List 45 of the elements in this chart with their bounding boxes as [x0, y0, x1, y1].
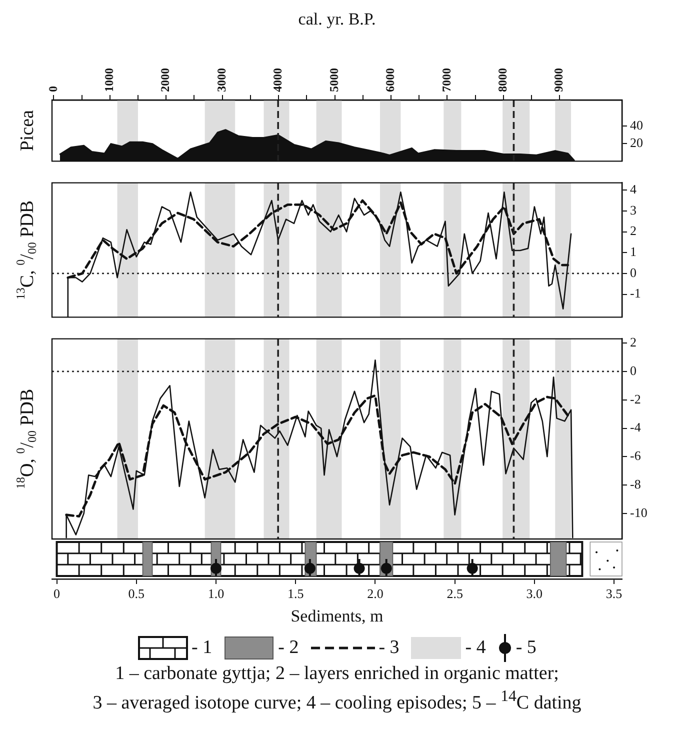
- x2-tick-label: 0: [46, 86, 60, 92]
- x2-tick-label: 5000: [326, 68, 341, 92]
- x-tick-label: 0.5: [128, 586, 145, 602]
- x-tick-label: 2.0: [367, 586, 384, 602]
- x2-axis-title: cal. yr. B.P.: [298, 10, 376, 29]
- y2-tick-label: 0: [630, 264, 636, 280]
- y-axis-title: Picea: [16, 109, 38, 152]
- y-axis-title: 13C, 0/00 PDB: [14, 200, 39, 300]
- y2-tick-label: -10: [630, 504, 648, 520]
- text: - 5: [516, 637, 536, 659]
- text: - 3: [378, 637, 400, 659]
- text: 3 – averaged isotope curve; 4 – cooling episodes; 5 – $^{14}$C dating: [92, 687, 582, 714]
- x-tick-label: 3.0: [526, 586, 543, 602]
- x2-tick-label: 9000: [552, 68, 566, 92]
- y2-tick-label: -2: [630, 391, 641, 406]
- y2-tick-label: 1: [630, 244, 636, 260]
- y2-tick-label: 20: [630, 135, 643, 150]
- x-tick-label: 3.5: [606, 586, 622, 602]
- y2-tick-label: -8: [630, 476, 641, 492]
- x-tick-label: 2.5: [446, 586, 463, 602]
- x2-tick-label: 2000: [158, 68, 172, 92]
- y2-tick-label: 0: [630, 362, 636, 378]
- x2-tick-label: 1000: [102, 68, 116, 92]
- text: - 2: [278, 637, 299, 659]
- x-tick-label: 0: [54, 586, 60, 602]
- x2-tick-label: 6000: [383, 68, 398, 92]
- text: - 4: [465, 637, 486, 659]
- y2-tick-label: 2: [630, 223, 636, 238]
- y2-tick-label: 4: [630, 182, 637, 197]
- x2-tick-label: 4000: [270, 68, 285, 92]
- x-tick-label: 1.5: [287, 586, 304, 602]
- y2-tick-label: 2: [630, 334, 636, 350]
- text: - 1: [192, 637, 212, 659]
- x-axis-title: Sediments, m: [290, 606, 384, 626]
- text: 1 – carbonate gyttja; 2 – layers enriched in organic matter;: [114, 662, 560, 685]
- y2-tick-label: -4: [630, 420, 642, 435]
- x2-tick-label: 3000: [214, 68, 228, 92]
- y-axis-title: 18O, 0/00 PDB: [14, 388, 39, 490]
- y2-tick-label: 3: [630, 202, 636, 218]
- y2-tick-label: -1: [630, 286, 641, 301]
- y2-tick-label: -6: [630, 448, 642, 464]
- x2-tick-label: 8000: [495, 68, 510, 92]
- y2-tick-label: 40: [630, 118, 643, 133]
- x-tick-label: 1.0: [208, 586, 224, 602]
- x2-tick-label: 7000: [439, 68, 454, 92]
